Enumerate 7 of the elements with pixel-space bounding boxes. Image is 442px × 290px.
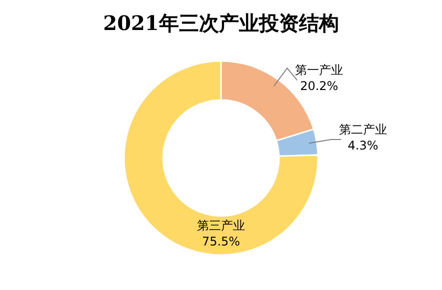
data-label: 75.5% — [202, 234, 240, 248]
data-label: 4.3% — [348, 138, 378, 153]
data-label: 20.2% — [300, 79, 338, 94]
slice-label: 第一产业 — [295, 63, 344, 78]
slice-label: 第二产业 — [339, 122, 388, 137]
chart-title: 2021年三次产业投资结构 — [103, 11, 339, 35]
slice-label: 第三产业 — [197, 218, 245, 232]
